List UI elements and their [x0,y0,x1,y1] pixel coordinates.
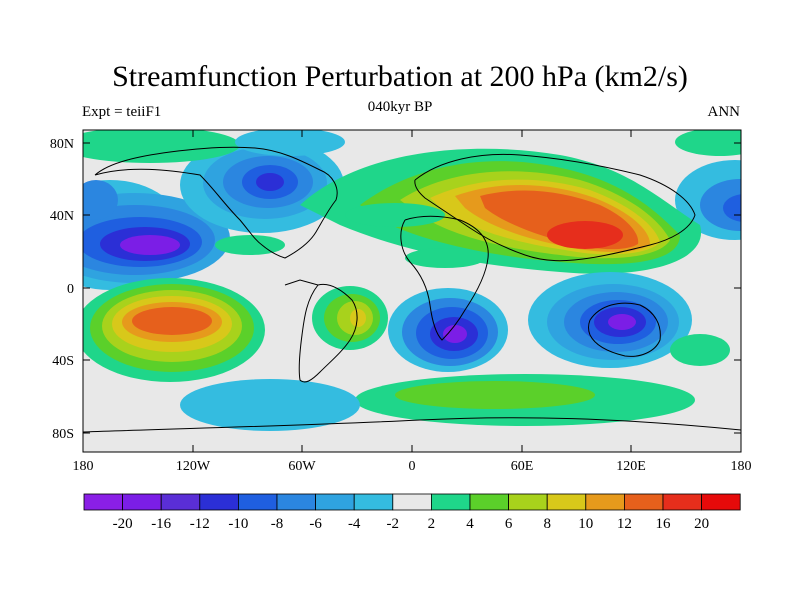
colorbar-box [701,493,741,511]
lon-label: 60E [511,459,534,474]
arctic-positive-east [675,130,741,156]
colorbar-label: 6 [505,516,513,532]
australia-low [528,272,692,368]
colorbar-label: -16 [151,516,171,532]
plot-title: Streamfunction Perturbation at 200 hPa (… [112,60,688,93]
colorbar-box [237,493,278,511]
experiment-label: Expt = teiiF1 [82,104,162,120]
longitude-axis [82,130,742,452]
lon-label: 0 [409,459,416,474]
atlantic-positive [345,203,445,227]
colorbar-box [199,493,239,511]
lat-label: 80S [52,427,74,442]
colorbar-box [315,493,355,511]
canada-low [180,137,344,233]
arctic-positive-west [83,130,240,163]
southern-ocean-positive-core [395,381,595,409]
colorbar-box [276,493,316,511]
colorbar-box [430,493,471,511]
lon-label: 180 [731,459,752,474]
colorbar-label: -6 [309,516,322,532]
colorbar-label: 16 [656,516,672,532]
north-pacific-low [83,180,230,290]
southwest-pacific-positive [670,334,730,366]
lon-label: 180 [73,459,94,474]
plot-subtitle: 040kyr BP [367,99,433,115]
colorbar-box [469,493,509,511]
colorbar-box [508,493,548,511]
colorbar-label: -10 [228,516,248,532]
colorbar-box [546,493,587,511]
lat-label: 40N [50,209,74,224]
colorbar-label: 10 [578,516,593,532]
eurasia-high [300,148,702,274]
colorbar-label: -12 [190,516,210,532]
central-america-positive [215,235,285,255]
colorbar-label: 2 [428,516,436,532]
south-america-high [312,286,388,350]
south-africa-low [388,288,508,372]
lat-label: 0 [67,282,74,297]
colorbar-box [353,493,394,511]
colorbar-box [392,493,432,511]
colorbar-label: -8 [271,516,284,532]
colorbar-label: 8 [543,516,551,532]
colorbar-box [662,493,702,511]
arctic-negative [235,130,345,156]
south-pacific-high [83,278,265,382]
colorbar-label: 4 [466,516,474,532]
colorbar [83,493,741,511]
lon-label: 120W [176,459,211,474]
contour-field [83,130,741,452]
southern-ocean-negative [180,379,360,431]
colorbar-label: 20 [694,516,709,532]
lat-label: 80N [50,137,74,152]
colorbar-box [83,493,123,511]
colorbar-box [624,493,664,511]
colorbar-labels: -20 -16 -12 -10 -8 -6 -4 -2 2 4 6 8 10 12 16 20 [113,516,709,532]
colorbar-label: -4 [348,516,361,532]
colorbar-label: -20 [113,516,133,532]
latitude-axis [83,142,741,434]
lat-label: 40S [52,354,74,369]
lon-label: 60W [288,459,316,474]
colorbar-label: -2 [387,516,400,532]
colorbar-box [160,493,201,511]
season-label: ANN [707,104,741,120]
colorbar-label: 12 [617,516,632,532]
colorbar-box [122,493,162,511]
coastlines [83,146,741,433]
colorbar-box [585,493,625,511]
north-africa-positive [405,248,485,268]
lon-label: 120E [616,459,646,474]
